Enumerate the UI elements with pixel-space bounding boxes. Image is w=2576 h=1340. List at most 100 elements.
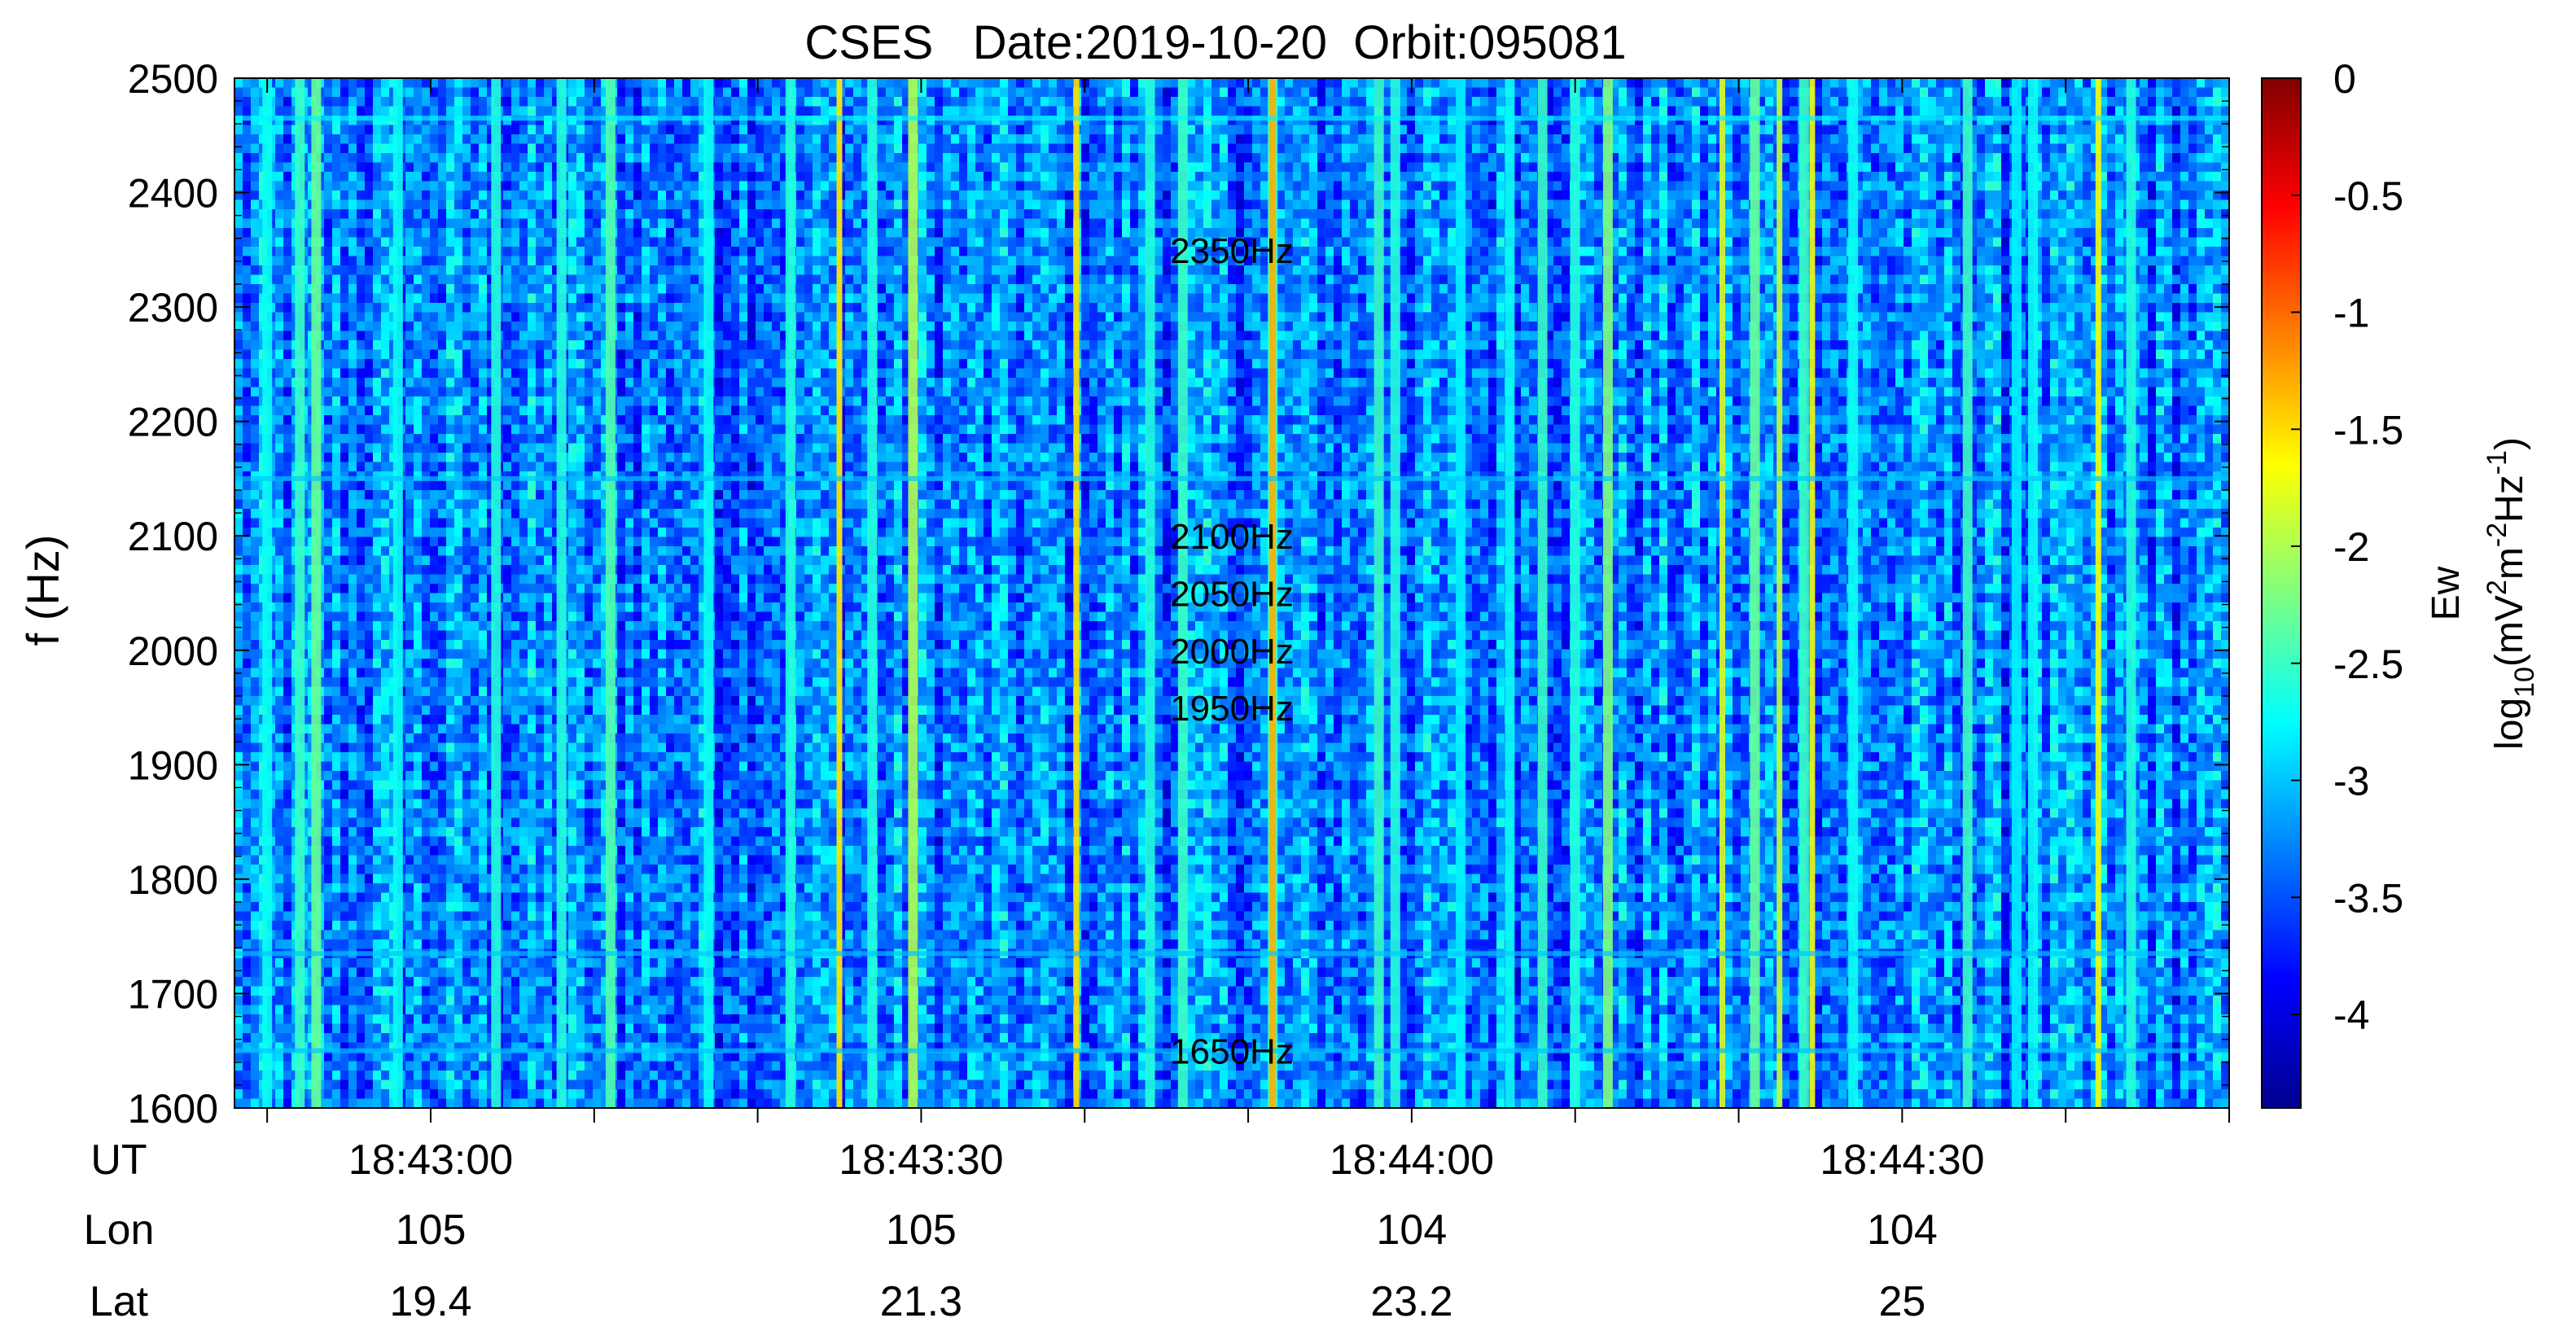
spectrogram-cell (462, 424, 471, 435)
spectrogram-cell (593, 733, 602, 744)
spectrogram-cell (438, 621, 447, 632)
spectrogram-cell (283, 480, 292, 491)
spectrogram-cell (503, 1014, 512, 1025)
spectrogram-cell (528, 761, 537, 772)
spectrogram-cell (552, 106, 561, 116)
spectrogram-cell (414, 518, 423, 528)
spectrogram-cell (251, 967, 260, 978)
spectrogram-cell (405, 602, 414, 613)
spectrogram-cell (340, 565, 349, 576)
spectrogram-cell (373, 752, 382, 763)
spectrogram-cell (357, 1052, 366, 1062)
spectrogram-cell (275, 827, 284, 838)
spectrogram-cell (519, 480, 528, 491)
spectrogram-cell (357, 865, 366, 875)
spectrogram-cell (601, 453, 610, 463)
spectrogram-cell (275, 1005, 284, 1015)
spectrogram-cell (503, 303, 512, 313)
spectrogram-cell (324, 453, 333, 463)
spectrogram-cell (471, 640, 480, 650)
spectrogram-cell (430, 846, 439, 856)
spectrogram-cell (519, 190, 528, 201)
spectrogram-cell (454, 87, 463, 98)
spectrogram-cell (243, 930, 252, 940)
spectrogram-cell (357, 602, 366, 613)
spectrogram-cell (593, 190, 602, 201)
spectrogram-cell (544, 855, 553, 865)
spectrogram-cell (576, 733, 585, 744)
spectrogram-cell (544, 405, 553, 416)
spectrogram-cell (414, 349, 423, 360)
spectrogram-cell (332, 640, 341, 650)
spectrogram-cell (348, 349, 357, 360)
spectrogram-cell (585, 509, 594, 519)
spectrogram-cell (365, 256, 374, 266)
spectrogram-cell (585, 584, 594, 594)
spectrogram-cell (234, 509, 243, 519)
spectrogram-cell (544, 509, 553, 519)
spectrogram-cell (552, 331, 561, 341)
spectrogram-cell (332, 846, 341, 856)
spectrogram-cell (528, 424, 537, 435)
spectrogram-cell (593, 340, 602, 351)
spectrogram-cell (519, 892, 528, 903)
spectrogram-cell (479, 87, 488, 98)
spectrogram-cell (332, 462, 341, 472)
spectrogram-cell (275, 696, 284, 707)
spectrogram-cell (357, 424, 366, 435)
spectrogram-cell (568, 892, 577, 903)
spectrogram-cell (454, 274, 463, 285)
spectrogram-cell (462, 274, 471, 285)
spectrogram-cell (348, 911, 357, 922)
spectrogram-cell (405, 415, 414, 426)
spectrogram-cell (471, 274, 480, 285)
spectrogram-cell (503, 555, 512, 566)
spectrogram-cell (519, 930, 528, 940)
spectrogram-cell (593, 611, 602, 622)
spectrogram-cell (251, 1042, 260, 1053)
spectrogram-cell (414, 247, 423, 257)
spectrogram-cell (585, 1079, 594, 1090)
spectrogram-cell (373, 1061, 382, 1071)
spectrogram-cell (234, 87, 243, 98)
spectrogram-cell (593, 265, 602, 276)
spectrogram-cell (243, 349, 252, 360)
spectrogram-cell (332, 958, 341, 969)
spectrogram-cell (576, 1023, 585, 1034)
spectrogram-cell (373, 162, 382, 173)
spectrogram-cell (422, 865, 431, 875)
spectrogram-cell (365, 939, 374, 950)
spectrogram-cell (332, 742, 341, 753)
spectrogram-cell (365, 87, 374, 98)
spectrogram-cell (585, 340, 594, 351)
spectrogram-cell (251, 265, 260, 276)
spectrogram-cell (283, 209, 292, 220)
spectrogram-cell (348, 153, 357, 164)
spectrogram-cell (348, 742, 357, 753)
spectrogram-cell (365, 565, 374, 576)
spectrogram-cell (365, 303, 374, 313)
spectrogram-cell (405, 106, 414, 116)
spectrogram-cell (544, 1079, 553, 1090)
spectrogram-cell (503, 228, 512, 239)
spectrogram-cell (552, 181, 561, 191)
spectrogram-cell (283, 434, 292, 444)
spectrogram-cell (454, 892, 463, 903)
spectrogram-cell (536, 1071, 545, 1081)
spectrogram-cell (471, 883, 480, 894)
spectrogram-cell (357, 1098, 366, 1109)
spectrogram-cell (243, 649, 252, 659)
spectrogram-cell (373, 265, 382, 276)
spectrogram-cell (585, 546, 594, 557)
spectrogram-cell (283, 967, 292, 978)
spectrogram-cell (471, 396, 480, 407)
spectrogram-cell (243, 340, 252, 351)
spectrogram-cell (528, 199, 537, 210)
spectrogram-cell (332, 883, 341, 894)
spectrogram-cell (511, 237, 520, 247)
spectrogram-cell (283, 181, 292, 191)
spectrogram-cell (275, 443, 284, 453)
spectrogram-cell (568, 405, 577, 416)
spectrogram-cell (234, 892, 243, 903)
spectrogram-cell (471, 162, 480, 173)
